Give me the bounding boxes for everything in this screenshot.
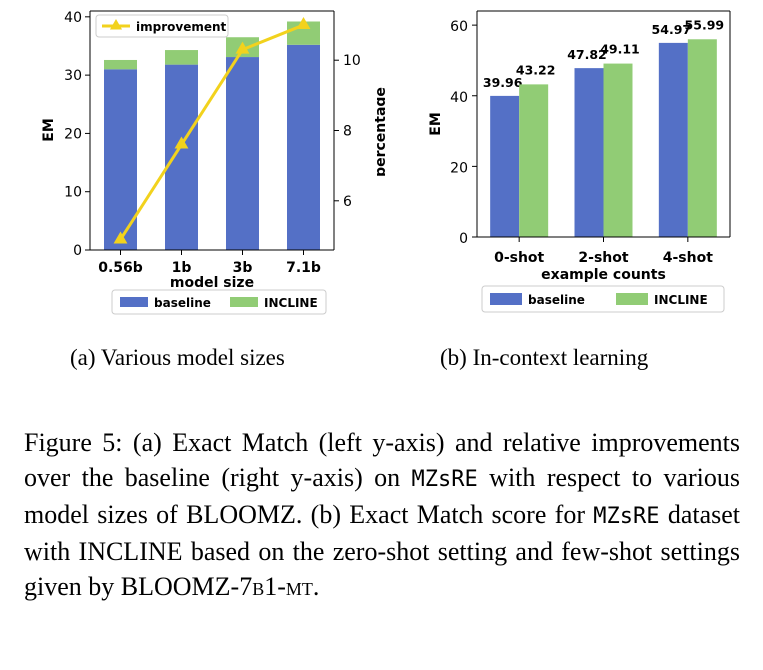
x-tick-label: 3b bbox=[233, 260, 253, 276]
improvement-point-1b bbox=[174, 136, 189, 149]
legend-line-label: improvement bbox=[136, 20, 227, 34]
subcaption-a: (a) Various model sizes bbox=[70, 345, 285, 370]
caption-dataset-1: MZsRE bbox=[411, 467, 478, 492]
data-label-incline-0-shot: 43.22 bbox=[516, 62, 556, 77]
y-tick-label-left: 10 bbox=[64, 185, 82, 201]
bar-incline-1b bbox=[165, 50, 198, 65]
legend-incline-swatch bbox=[616, 293, 648, 305]
y-axis-label-right: percentage bbox=[373, 87, 385, 177]
x-tick-label: 7.1b bbox=[286, 260, 321, 276]
data-label-baseline-2-shot: 47.82 bbox=[567, 47, 607, 62]
bar-incline-0.56b bbox=[104, 59, 137, 70]
y-tick-label-left: 40 bbox=[64, 10, 82, 26]
legend-box bbox=[481, 285, 725, 313]
y-tick-label: 60 bbox=[450, 19, 468, 35]
bar-baseline-3b bbox=[226, 57, 259, 250]
bar-baseline-7.1b bbox=[287, 44, 320, 251]
legend-incline-swatch bbox=[230, 297, 258, 307]
data-label-baseline-0-shot: 39.96 bbox=[483, 75, 523, 90]
x-tick-label: 2-shot bbox=[578, 250, 628, 266]
caption-part-3: dataset with INCLINE based on the zero-s… bbox=[24, 500, 741, 601]
chart-model-sizes: 0 10 20 30 40 6 8 10 0.56b 1b 3b 7.1b model size EM pe… bbox=[41, 10, 385, 315]
legend-baseline-swatch bbox=[490, 293, 522, 305]
legend-baseline-label: baseline bbox=[154, 296, 211, 310]
y-tick-label-right: 8 bbox=[343, 124, 352, 140]
bar-incline-4-shot bbox=[687, 39, 717, 238]
bar-incline-0-shot bbox=[519, 84, 549, 238]
legend-line-marker bbox=[109, 19, 123, 30]
improvement-line bbox=[119, 23, 305, 241]
bar-incline-2-shot bbox=[603, 63, 633, 238]
x-axis-label: example counts bbox=[541, 267, 666, 283]
caption-dataset-2: MZsRE bbox=[593, 504, 660, 529]
improvement-point-7.1b bbox=[296, 17, 311, 30]
y-tick-label-right: 6 bbox=[343, 194, 352, 210]
y-tick-label: 0 bbox=[459, 231, 468, 247]
improvement-point-0.56b bbox=[113, 231, 128, 244]
y-tick-label-left: 20 bbox=[64, 126, 82, 142]
bar-baseline-0-shot bbox=[490, 95, 520, 237]
y-tick-label: 40 bbox=[450, 90, 468, 106]
bar-baseline-1b bbox=[165, 64, 198, 250]
x-tick-label: 0-shot bbox=[494, 250, 544, 266]
legend-incline-label: INCLINE bbox=[654, 293, 708, 307]
bar-baseline-4-shot bbox=[658, 42, 688, 237]
legend-baseline-swatch bbox=[120, 297, 148, 307]
data-label-incline-4-shot: 55.99 bbox=[685, 17, 725, 32]
data-label-incline-2-shot: 49.11 bbox=[600, 42, 640, 57]
y-tick-label-right: 10 bbox=[343, 53, 361, 69]
caption-model-name: 7b1-mt bbox=[239, 572, 313, 601]
x-tick-label: 0.56b bbox=[98, 260, 143, 276]
x-axis-label: model size bbox=[170, 275, 254, 291]
legend-line-box bbox=[95, 14, 229, 38]
legend-incline-label: INCLINE bbox=[264, 296, 318, 310]
subcaption-b: (b) In-context learning bbox=[440, 345, 649, 370]
improvement-point-3b bbox=[235, 41, 250, 54]
y-tick-label-left: 30 bbox=[64, 68, 82, 84]
figure-caption: Figure 5: (a) Exact Match (left y-axis) … bbox=[24, 425, 740, 604]
legend-baseline-label: baseline bbox=[528, 293, 585, 307]
caption-part-1: Figure 5: (a) Exact Match (left y-axis) … bbox=[24, 428, 740, 492]
y-axis-label-left: EM bbox=[41, 118, 57, 142]
caption-part-4: . bbox=[312, 572, 320, 601]
x-tick-label: 4-shot bbox=[663, 250, 713, 266]
y-tick-label-left: 0 bbox=[73, 243, 82, 259]
legend-bars-box bbox=[111, 289, 327, 315]
caption-part-2: with respect to various model sizes of B… bbox=[24, 463, 741, 529]
bar-baseline-2-shot bbox=[574, 68, 604, 238]
y-axis-label: EM bbox=[428, 112, 444, 136]
x-tick-label: 1b bbox=[172, 260, 192, 276]
data-label-baseline-4-shot: 54.97 bbox=[652, 22, 692, 37]
y-tick-label: 20 bbox=[450, 160, 468, 176]
